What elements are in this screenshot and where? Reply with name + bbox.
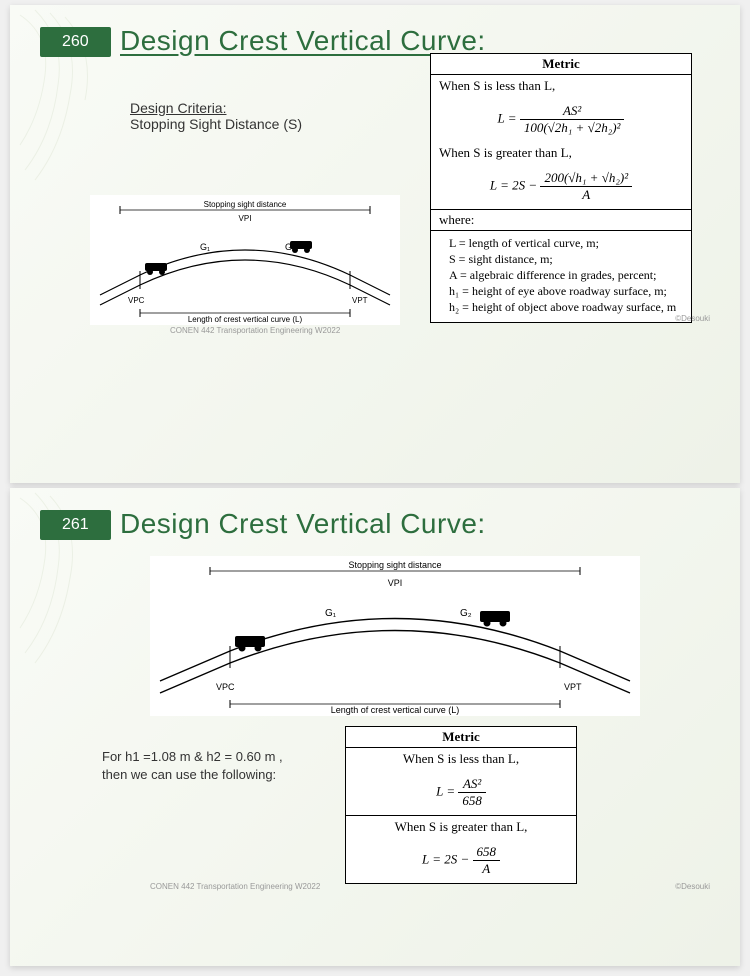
formula-header: Metric [431,54,691,75]
ssd-label: Stopping sight distance [348,560,441,570]
cond1: When S is less than L, [346,748,576,770]
formula-box-metric-simplified: Metric When S is less than L, L = AS²658… [345,726,577,884]
footer-left: CONEN 442 Transportation Engineering W20… [170,326,340,335]
definitions: L = length of vertical curve, m; S = sig… [431,231,691,322]
eq2: L = 2S − 200(√h₁ + √h₂)²A [431,164,691,209]
formula-box-metric: Metric When S is less than L, L = AS²100… [430,53,692,323]
criteria-label: Design Criteria: [130,100,302,116]
slide-title: Design Crest Vertical Curve: [120,508,486,540]
cond2: When S is greater than L, [346,815,576,838]
crest-curve-diagram: Stopping sight distance VPI G₁ G₂ VPC VP… [90,195,400,325]
vpi-label: VPI [388,578,403,588]
slide-number-badge: 260 [40,27,111,57]
vpt-label: VPT [352,296,368,305]
def-h1: h₁ = height of eye above roadway surface… [449,284,683,299]
vpi-label: VPI [239,214,252,223]
slide-number-badge: 261 [40,510,111,540]
def-h2: h₂ = height of object above roadway surf… [449,300,683,315]
vpc-label: VPC [216,682,235,692]
eq1: L = AS²100(√2h₁ + √2h₂)² [431,97,691,142]
slide-260: 260 Design Crest Vertical Curve: Design … [10,5,740,483]
g1-label: G₁ [325,608,337,619]
def-A: A = algebraic difference in grades, perc… [449,268,683,283]
vpt-label: VPT [564,682,582,692]
g1-label: G₁ [200,242,210,252]
footer-right: ©Desouki [675,314,710,323]
h1-h2-note: For h1 =1.08 m & h2 = 0.60 m , then we c… [102,748,283,784]
length-label: Length of crest vertical curve (L) [331,705,460,715]
g2-label: G₂ [460,608,472,619]
def-L: L = length of vertical curve, m; [449,236,683,251]
eq2: L = 2S − 658A [346,838,576,883]
cond1: When S is less than L, [431,75,691,97]
note-line1: For h1 =1.08 m & h2 = 0.60 m , [102,748,283,766]
footer-right: ©Desouki [675,882,710,891]
slide-261: 261 Design Crest Vertical Curve: Stoppin… [10,488,740,966]
length-label: Length of crest vertical curve (L) [188,315,303,324]
note-line2: then we can use the following: [102,766,283,784]
formula-header: Metric [346,727,576,748]
eq1: L = AS²658 [346,770,576,815]
design-criteria: Design Criteria: Stopping Sight Distance… [130,100,302,132]
cond2: When S is greater than L, [431,142,691,164]
where-label: where: [431,209,691,231]
footer-left: CONEN 442 Transportation Engineering W20… [150,882,320,891]
vpc-label: VPC [128,296,145,305]
criteria-text: Stopping Sight Distance (S) [130,116,302,132]
def-S: S = sight distance, m; [449,252,683,267]
crest-curve-diagram: Stopping sight distance VPI G₁ G₂ VPC VP… [150,556,640,716]
ssd-label: Stopping sight distance [204,200,287,209]
